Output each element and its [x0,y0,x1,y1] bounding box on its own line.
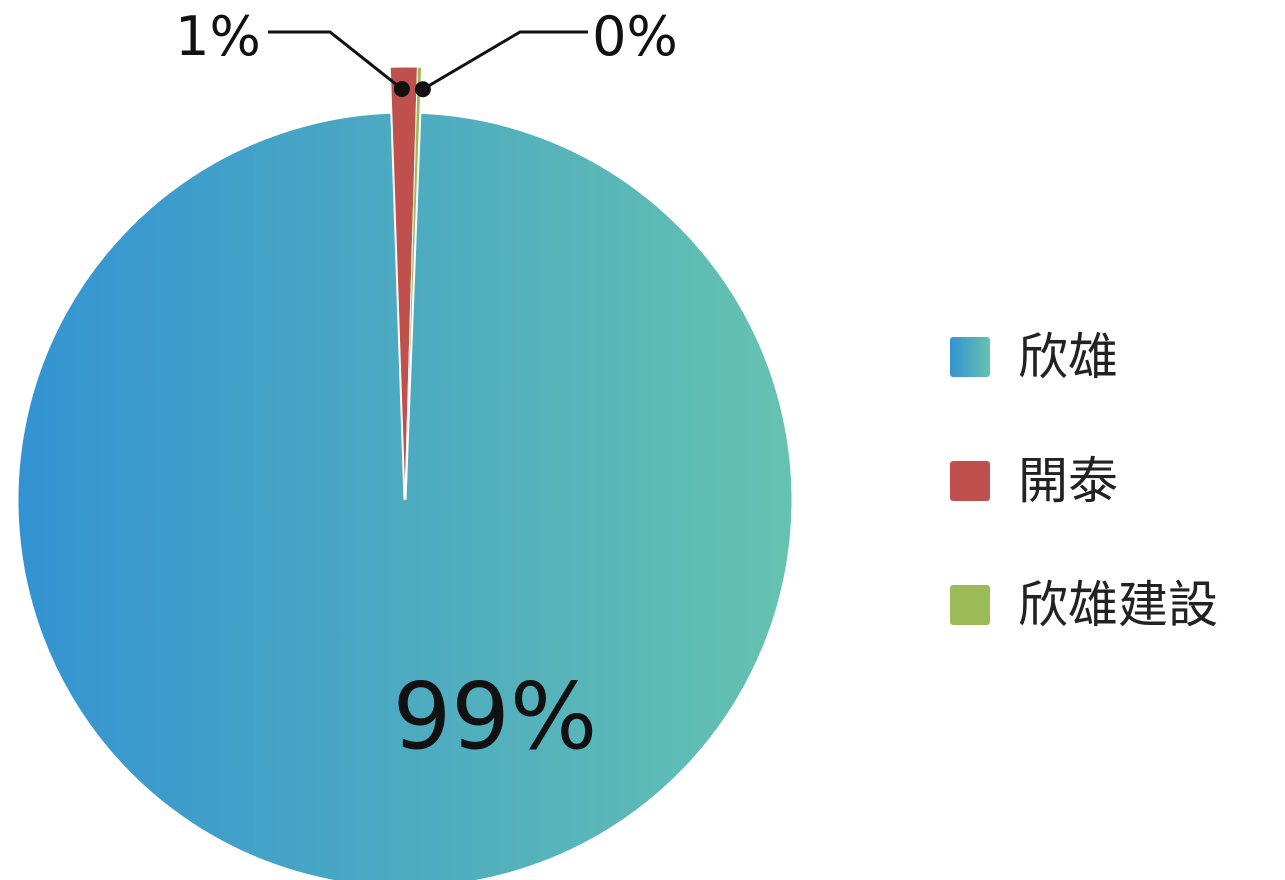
pie-slice-2 [404,66,423,501]
legend-item-kaitai: 開泰 [950,449,1280,513]
legend-swatch-xinxiong-construction [950,585,990,625]
legend-label: 欣雄建設 [1018,576,1218,634]
leader-line-2 [422,30,588,91]
leader-lines [268,30,588,98]
data-label-1: 1% [175,5,261,68]
legend-item-xinxiong-construction: 欣雄建設 [950,573,1280,637]
legend-item-xinxiong: 欣雄 [950,325,1280,389]
pie-slices [15,66,795,880]
legend-swatch-kaitai [950,461,990,501]
data-label-0: 99% [393,663,597,770]
data-labels: 99% 1% 0% [175,5,678,770]
legend-label: 欣雄 [1018,328,1118,386]
leader-dot-1 [393,81,410,98]
data-label-2: 0% [592,5,678,68]
pie-slice-0 [15,110,795,880]
legend-label: 開泰 [1018,452,1118,510]
legend-swatch-xinxiong [950,337,990,377]
legend: 欣雄 開泰 欣雄建設 [950,325,1280,697]
leader-dot-2 [414,81,431,98]
leader-line-1 [268,30,403,91]
